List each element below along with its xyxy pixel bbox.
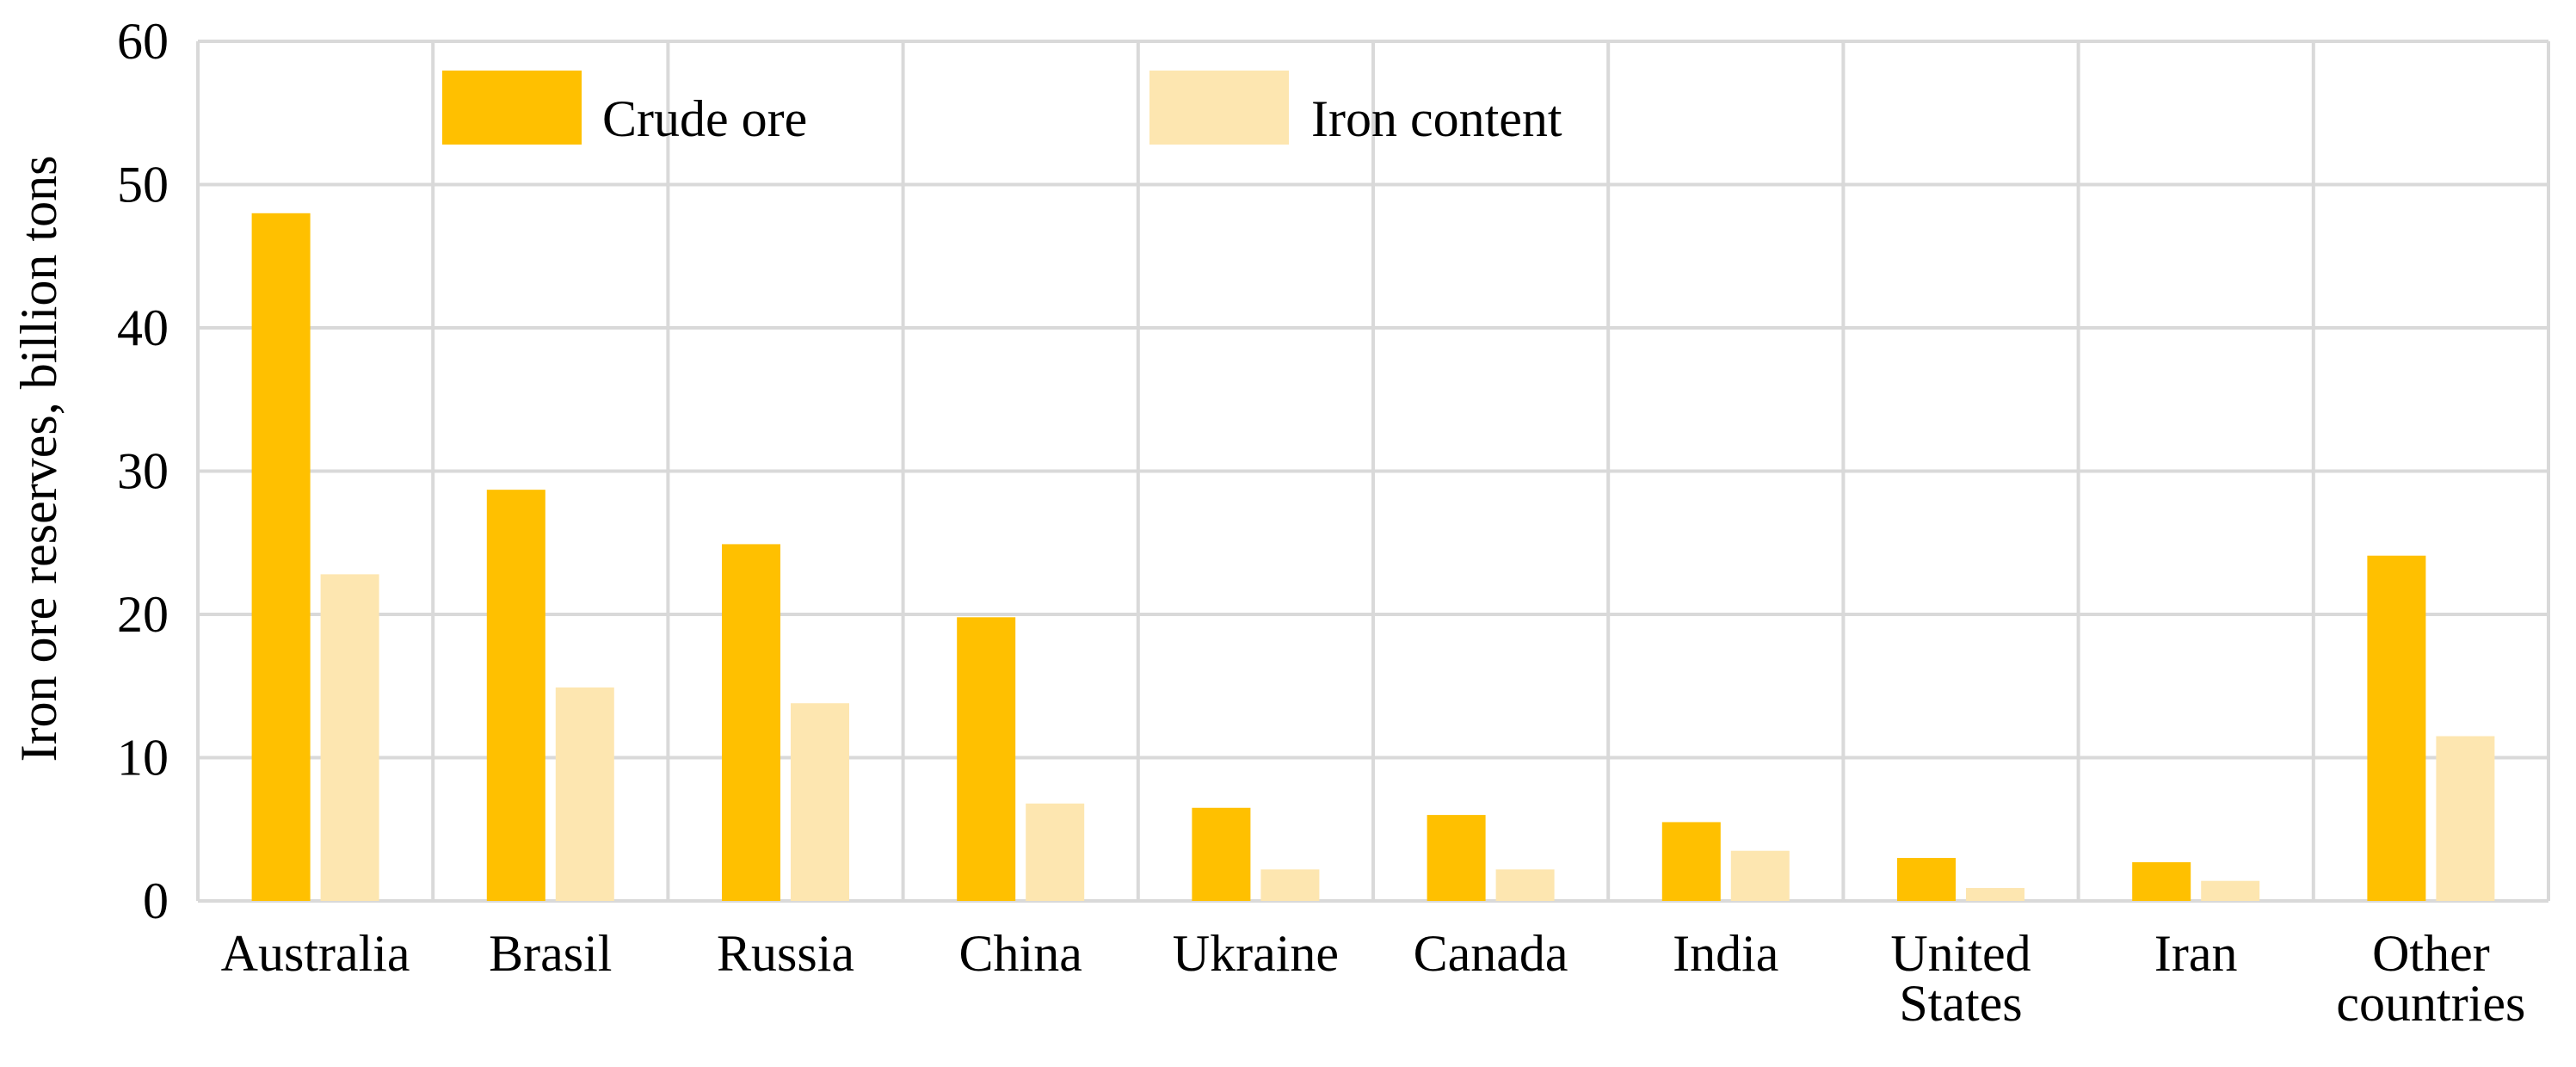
x-tick-label: Australia bbox=[221, 925, 410, 982]
bar-crude-ore bbox=[957, 617, 1016, 901]
bar-crude-ore bbox=[486, 490, 545, 901]
y-axis-label: Iron ore reserves, billion tons bbox=[10, 156, 67, 762]
x-tick-label: China bbox=[959, 925, 1082, 982]
bars bbox=[251, 213, 2495, 902]
y-tick-label: 50 bbox=[117, 157, 169, 213]
x-tick-label: United States bbox=[1890, 925, 2031, 1032]
bar-iron-content bbox=[1495, 869, 1555, 901]
legend-label: Iron content bbox=[1311, 90, 1562, 147]
legend-swatch bbox=[1149, 71, 1289, 145]
x-tick-label: Brasil bbox=[489, 925, 612, 982]
bar-iron-content bbox=[1260, 869, 1320, 901]
x-axis-ticks: Australia Brasil Russia China Ukraine Canada I… bbox=[221, 925, 2526, 1032]
bar-iron-content bbox=[555, 687, 614, 901]
bar-crude-ore bbox=[2132, 862, 2191, 901]
y-tick-label: 20 bbox=[117, 586, 169, 643]
bar-iron-content bbox=[1966, 888, 2024, 901]
bar-crude-ore bbox=[2367, 555, 2426, 901]
y-tick-label: 60 bbox=[117, 13, 169, 70]
x-tick-label: Other countries bbox=[2336, 925, 2525, 1032]
legend-swatch bbox=[442, 71, 582, 145]
grid bbox=[196, 40, 2550, 903]
bar-iron-content bbox=[1730, 850, 1790, 901]
x-tick-label: Canada bbox=[1414, 925, 1568, 982]
bar-iron-content bbox=[2201, 880, 2260, 901]
bar-crude-ore bbox=[1897, 858, 1956, 901]
bar-crude-ore bbox=[1661, 822, 1721, 901]
bar-crude-ore bbox=[251, 213, 311, 902]
bar-iron-content bbox=[2436, 736, 2495, 901]
legend-label: Crude ore bbox=[602, 90, 807, 147]
bar-iron-content bbox=[320, 574, 379, 901]
y-tick-label: 40 bbox=[117, 299, 169, 356]
bar-crude-ore bbox=[1427, 815, 1486, 901]
bar-crude-ore bbox=[722, 544, 780, 901]
x-tick-label: Russia bbox=[717, 925, 854, 982]
y-axis-ticks: 0 10 20 30 40 50 60 bbox=[117, 13, 169, 929]
y-tick-label: 0 bbox=[143, 873, 169, 929]
legend: Crude ore Iron content bbox=[442, 71, 1562, 147]
x-tick-label: Ukraine bbox=[1173, 925, 1339, 982]
x-tick-label: Iran bbox=[2154, 925, 2238, 982]
y-tick-label: 30 bbox=[117, 443, 169, 500]
bar-iron-content bbox=[791, 703, 849, 901]
bar-crude-ore bbox=[1192, 807, 1251, 901]
y-tick-label: 10 bbox=[117, 730, 169, 786]
bar-iron-content bbox=[1026, 803, 1085, 901]
x-tick-label: India bbox=[1673, 925, 1778, 982]
